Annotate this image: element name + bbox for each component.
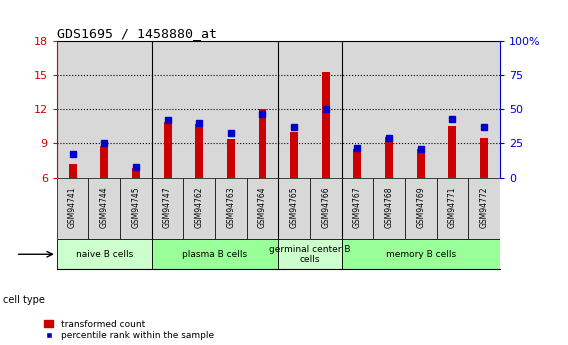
Text: cell type: cell type: [3, 295, 45, 305]
Text: GSM94768: GSM94768: [385, 187, 394, 228]
Text: GDS1695 / 1458880_at: GDS1695 / 1458880_at: [57, 27, 217, 40]
Bar: [373, 41, 405, 178]
Bar: [468, 41, 500, 178]
Bar: [437, 178, 468, 239]
Bar: [310, 178, 341, 239]
Bar: [183, 178, 215, 239]
Bar: [57, 41, 89, 178]
Bar: [57, 239, 152, 269]
Bar: [132, 168, 140, 178]
Bar: [101, 146, 108, 178]
Bar: [120, 41, 152, 178]
Bar: [152, 178, 183, 239]
Bar: [417, 149, 425, 178]
Bar: [437, 41, 468, 178]
Legend: transformed count, percentile rank within the sample: transformed count, percentile rank withi…: [44, 320, 214, 341]
Text: germinal center B
cells: germinal center B cells: [269, 245, 350, 264]
Bar: [247, 178, 278, 239]
Bar: [278, 178, 310, 239]
Text: GSM94764: GSM94764: [258, 187, 267, 228]
Text: GSM94765: GSM94765: [290, 187, 299, 228]
Bar: [215, 41, 247, 178]
Text: GSM94772: GSM94772: [479, 187, 488, 228]
Text: GSM94767: GSM94767: [353, 187, 362, 228]
Bar: [480, 138, 488, 178]
Bar: [247, 41, 278, 178]
Bar: [120, 178, 152, 239]
Bar: [448, 127, 456, 178]
Bar: [183, 41, 215, 178]
Bar: [258, 109, 266, 178]
Bar: [89, 41, 120, 178]
Text: GSM94771: GSM94771: [448, 187, 457, 228]
Bar: [405, 41, 437, 178]
Bar: [278, 239, 341, 269]
Bar: [353, 149, 361, 178]
Text: GSM94766: GSM94766: [321, 187, 330, 228]
Bar: [290, 132, 298, 178]
Text: memory B cells: memory B cells: [386, 250, 456, 259]
Text: GSM94762: GSM94762: [195, 187, 204, 228]
Bar: [152, 239, 278, 269]
Text: GSM94741: GSM94741: [68, 187, 77, 228]
Bar: [322, 72, 330, 178]
Bar: [195, 124, 203, 178]
Text: naive B cells: naive B cells: [76, 250, 133, 259]
Bar: [164, 122, 172, 178]
Bar: [152, 41, 183, 178]
Bar: [341, 178, 373, 239]
Bar: [89, 178, 120, 239]
Text: GSM94745: GSM94745: [131, 187, 140, 228]
Text: GSM94747: GSM94747: [163, 187, 172, 228]
Bar: [341, 41, 373, 178]
Text: plasma B cells: plasma B cells: [182, 250, 248, 259]
Bar: [57, 178, 89, 239]
Bar: [227, 139, 235, 178]
Bar: [341, 239, 500, 269]
Bar: [278, 41, 310, 178]
Bar: [69, 164, 77, 178]
Bar: [405, 178, 437, 239]
Bar: [373, 178, 405, 239]
Text: GSM94763: GSM94763: [227, 187, 235, 228]
Text: GSM94769: GSM94769: [416, 187, 425, 228]
Text: GSM94744: GSM94744: [100, 187, 108, 228]
Bar: [215, 178, 247, 239]
Bar: [385, 137, 393, 178]
Bar: [468, 178, 500, 239]
Bar: [310, 41, 341, 178]
